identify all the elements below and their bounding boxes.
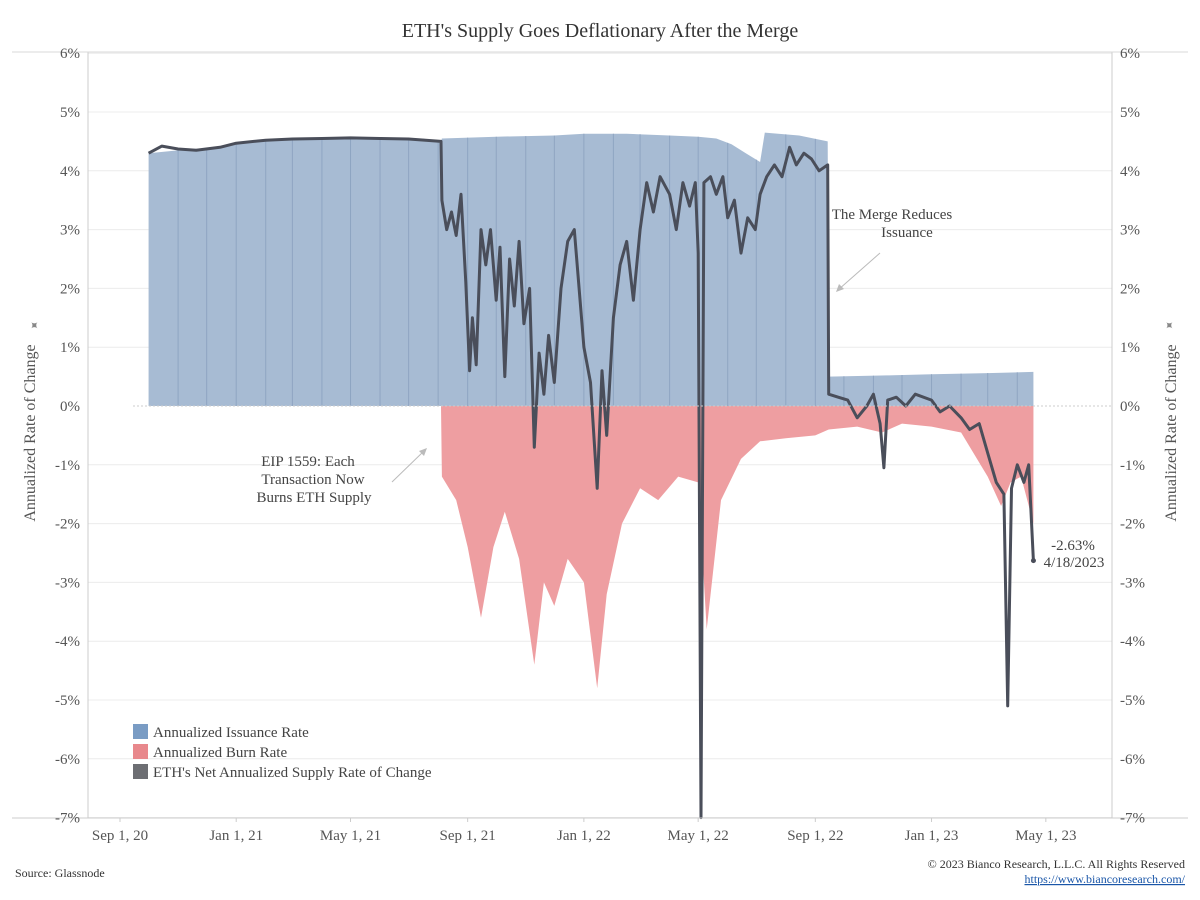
website-link[interactable]: https://www.biancoresearch.com/	[1024, 872, 1185, 886]
legend-item-issuance[interactable]: Annualized Issuance Rate	[133, 724, 309, 741]
x-tick-label: Sep 1, 22	[787, 828, 843, 844]
x-tick-label: Sep 1, 20	[92, 828, 148, 844]
net-supply-endpoint	[1030, 558, 1036, 564]
y-tick-label: 3%	[1120, 223, 1140, 239]
eip-arrow-head	[419, 448, 427, 456]
legend-swatch-issuance	[133, 724, 148, 739]
eip-annotation-line-2: Transaction Now	[261, 472, 364, 488]
y-ticks-right: 6% 5% 4% 3% 2% 1% 0% -1% -2% -3% -4% -5% -6% -7%	[1120, 46, 1145, 826]
legend: Annualized Issuance Rate Annualized Burn…	[133, 724, 432, 781]
eip-annotation-line-3: Burns ETH Supply	[256, 490, 372, 506]
y-tick-label: -3%	[1120, 575, 1145, 591]
legend-label-issuance: Annualized Issuance Rate	[153, 725, 309, 741]
x-tick-label: May 1, 21	[320, 828, 381, 844]
legend-swatch-burn	[133, 744, 148, 759]
merge-annotation-line-2: Issuance	[881, 225, 933, 241]
end-value-text: -2.63%	[1051, 538, 1095, 554]
y-tick-label: -7%	[1120, 811, 1145, 827]
legend-label-net: ETH's Net Annualized Supply Rate of Chan…	[153, 765, 432, 781]
y-tick-label: -2%	[1120, 517, 1145, 533]
svg-text:✦: ✦	[26, 317, 43, 334]
end-date-text: 4/18/2023	[1044, 555, 1105, 571]
legend-label-burn: Annualized Burn Rate	[153, 745, 287, 761]
x-tick-label: Jan 1, 23	[905, 828, 959, 844]
y-tick-label: 4%	[1120, 164, 1140, 180]
y-tick-label: -4%	[1120, 634, 1145, 650]
y-tick-label: -6%	[55, 752, 80, 768]
y-tick-label: 5%	[60, 105, 80, 121]
y-tick-label: 1%	[60, 340, 80, 356]
burn-area-fill	[440, 406, 1034, 689]
merge-annotation-arrow	[837, 252, 881, 291]
y-tick-label: 2%	[60, 281, 80, 297]
y-tick-label: -6%	[1120, 752, 1145, 768]
legend-item-burn[interactable]: Annualized Burn Rate	[133, 744, 287, 761]
issuance-area	[148, 132, 1034, 406]
merge-arrow-head	[836, 284, 844, 292]
y-ticks-left: 6% 5% 4% 3% 2% 1% 0% -1% -2% -3% -4% -5% -6% -7%	[55, 46, 80, 826]
y-tick-label: 5%	[1120, 105, 1140, 121]
y-tick-label: -1%	[1120, 458, 1145, 474]
y-tick-label: 0%	[1120, 399, 1140, 415]
y-tick-label: 0%	[60, 399, 80, 415]
eip-annotation: EIP 1559: Each Transaction Now Burns ETH…	[256, 448, 427, 506]
y-tick-label: 2%	[1120, 281, 1140, 297]
y-axis-title-right: Annualized Rate of Change	[1163, 344, 1180, 521]
y-tick-label: -4%	[55, 634, 80, 650]
y-tick-label: -3%	[55, 575, 80, 591]
x-tick-label: Jan 1, 22	[557, 828, 611, 844]
x-tick-label: May 1, 22	[668, 828, 729, 844]
x-tick-label: Jan 1, 21	[209, 828, 263, 844]
net-supply-line	[147, 136, 1036, 820]
svg-text:✦: ✦	[1161, 317, 1178, 334]
y-tick-label: 6%	[1120, 46, 1140, 62]
eip-annotation-line-1: EIP 1559: Each	[261, 454, 355, 470]
pin-icon-right[interactable]: ✦	[1161, 317, 1178, 334]
axes	[12, 51, 1188, 819]
y-tick-label: 1%	[1120, 340, 1140, 356]
merge-annotation: The Merge Reduces Issuance	[832, 207, 953, 292]
end-value-label: -2.63% 4/18/2023	[1044, 538, 1105, 571]
y-tick-label: -5%	[1120, 693, 1145, 709]
pin-icon-left[interactable]: ✦	[26, 317, 43, 334]
y-tick-label: 6%	[60, 46, 80, 62]
legend-item-net[interactable]: ETH's Net Annualized Supply Rate of Chan…	[133, 764, 432, 781]
x-tick-label: Sep 1, 21	[440, 828, 496, 844]
y-tick-label: -5%	[55, 693, 80, 709]
merge-annotation-line-1: The Merge Reduces	[832, 207, 953, 223]
copyright-note: © 2023 Bianco Research, L.L.C. All Right…	[928, 857, 1185, 871]
net-supply-polyline	[147, 136, 1035, 820]
y-axis-title-left: Annualized Rate of Change	[22, 344, 39, 521]
chart-title: ETH's Supply Goes Deflationary After the…	[402, 20, 799, 42]
source-note: Source: Glassnode	[15, 866, 105, 880]
y-tick-label: -7%	[55, 811, 80, 827]
burn-area	[440, 406, 1034, 689]
y-tick-label: 3%	[60, 223, 80, 239]
y-tick-label: 4%	[60, 164, 80, 180]
issuance-area-fill	[148, 132, 1034, 406]
x-tick-label: May 1, 23	[1015, 828, 1076, 844]
y-tick-label: -1%	[55, 458, 80, 474]
x-ticks: Sep 1, 20 Jan 1, 21 May 1, 21 Sep 1, 21 Jan …	[92, 818, 1076, 844]
y-tick-label: -2%	[55, 517, 80, 533]
eip-annotation-arrow	[391, 450, 425, 483]
legend-swatch-net	[133, 764, 148, 779]
